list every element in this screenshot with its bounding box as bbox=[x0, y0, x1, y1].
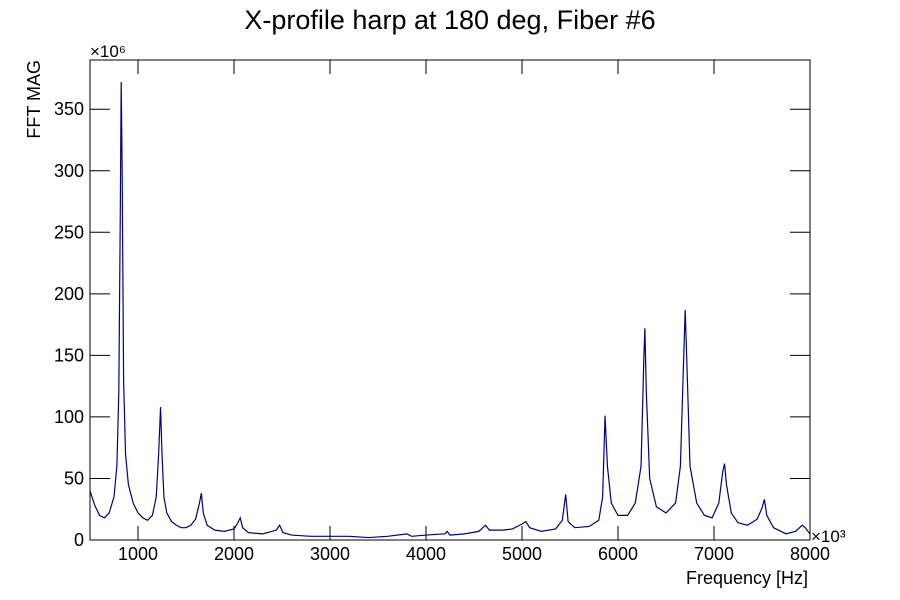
y-tick-label: 300 bbox=[54, 161, 84, 181]
y-tick-label: 0 bbox=[74, 530, 84, 550]
x-tick-label: 1000 bbox=[118, 544, 158, 564]
y-tick-label: 250 bbox=[54, 222, 84, 242]
x-tick-label: 2000 bbox=[214, 544, 254, 564]
plot-frame bbox=[89, 59, 811, 541]
x-tick-label: 7000 bbox=[694, 544, 734, 564]
y-tick-label: 200 bbox=[54, 284, 84, 304]
x-tick-label: 4000 bbox=[406, 544, 446, 564]
x-multiplier: ×10³ bbox=[811, 527, 846, 546]
y-tick-label: 100 bbox=[54, 407, 84, 427]
y-tick-label: 50 bbox=[64, 468, 84, 488]
x-tick-label: 6000 bbox=[598, 544, 638, 564]
chart-title: X-profile harp at 180 deg, Fiber #6 bbox=[244, 5, 655, 35]
y-tick-label: 350 bbox=[54, 99, 84, 119]
x-tick-label: 8000 bbox=[790, 544, 830, 564]
y-tick-label: 150 bbox=[54, 345, 84, 365]
data-line bbox=[89, 82, 811, 539]
y-axis-label: FFT MAG bbox=[24, 60, 44, 139]
x-tick-label: 3000 bbox=[310, 544, 350, 564]
x-tick-label: 5000 bbox=[502, 544, 542, 564]
x-axis-label: Frequency [Hz] bbox=[686, 568, 808, 588]
y-multiplier: ×10⁶ bbox=[90, 42, 126, 61]
